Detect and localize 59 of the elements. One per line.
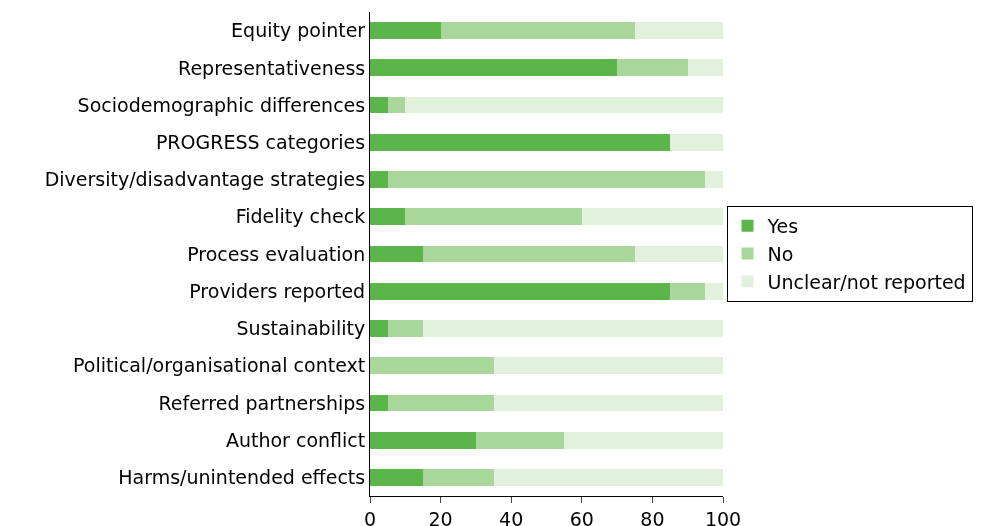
bar xyxy=(370,320,388,337)
bar xyxy=(422,469,494,486)
bar xyxy=(564,431,723,449)
bar xyxy=(670,282,706,300)
bar xyxy=(405,96,723,114)
bar xyxy=(475,431,565,449)
y-tick-label: Political/organisational context xyxy=(73,354,366,377)
legend-label: Unclear/not reported xyxy=(767,270,966,293)
bar xyxy=(405,208,582,226)
y-tick-label: Author conflict xyxy=(225,428,366,451)
bar xyxy=(387,320,423,337)
bar xyxy=(617,59,688,77)
bar xyxy=(705,282,723,300)
bar xyxy=(670,133,723,151)
x-tick-label: 20 xyxy=(428,507,453,526)
y-tick-label: Representativeness xyxy=(178,56,366,79)
y-tick-label: Referred partnerships xyxy=(158,391,366,414)
bar xyxy=(370,469,423,486)
bar xyxy=(370,171,388,188)
bar xyxy=(370,59,618,77)
x-tick-label: 60 xyxy=(569,507,594,526)
bar xyxy=(634,22,723,39)
y-tick-label: Equity pointer xyxy=(231,19,366,42)
bar xyxy=(370,96,388,114)
bar xyxy=(387,394,494,412)
bar xyxy=(370,282,671,300)
bar xyxy=(581,208,723,226)
bar xyxy=(687,59,723,77)
legend-label: Yes xyxy=(766,215,799,238)
y-tick-label: Diversity/disadvantage strategies xyxy=(44,168,366,191)
bar xyxy=(705,171,723,188)
bar xyxy=(634,245,723,263)
bar xyxy=(370,22,441,39)
y-tick-label: Harms/unintended effects xyxy=(118,466,366,489)
bar xyxy=(493,357,723,375)
bar xyxy=(493,469,723,486)
x-tick-label: 100 xyxy=(704,507,742,526)
y-tick-label: Providers reported xyxy=(189,279,366,302)
legend-label: No xyxy=(767,242,794,265)
bar xyxy=(387,96,406,114)
bar xyxy=(422,320,723,337)
x-tick-label: 80 xyxy=(640,507,665,526)
bar xyxy=(370,357,494,375)
x-tick-label: 40 xyxy=(499,507,524,526)
bar xyxy=(370,208,406,226)
y-tick-label: Fidelity check xyxy=(235,205,366,228)
bar xyxy=(440,22,635,39)
bar xyxy=(422,245,635,263)
y-tick-label: Sociodemographic differences xyxy=(77,93,366,116)
y-tick-label: Sustainability xyxy=(236,317,366,340)
y-tick-label: PROGRESS categories xyxy=(155,130,366,153)
bar xyxy=(370,133,671,151)
bar xyxy=(370,394,388,412)
x-tick-label: 0 xyxy=(363,507,377,526)
bar xyxy=(387,171,706,188)
bar xyxy=(370,245,423,263)
bar xyxy=(370,431,476,449)
y-tick-label: Process evaluation xyxy=(187,242,366,265)
bar xyxy=(493,394,723,412)
